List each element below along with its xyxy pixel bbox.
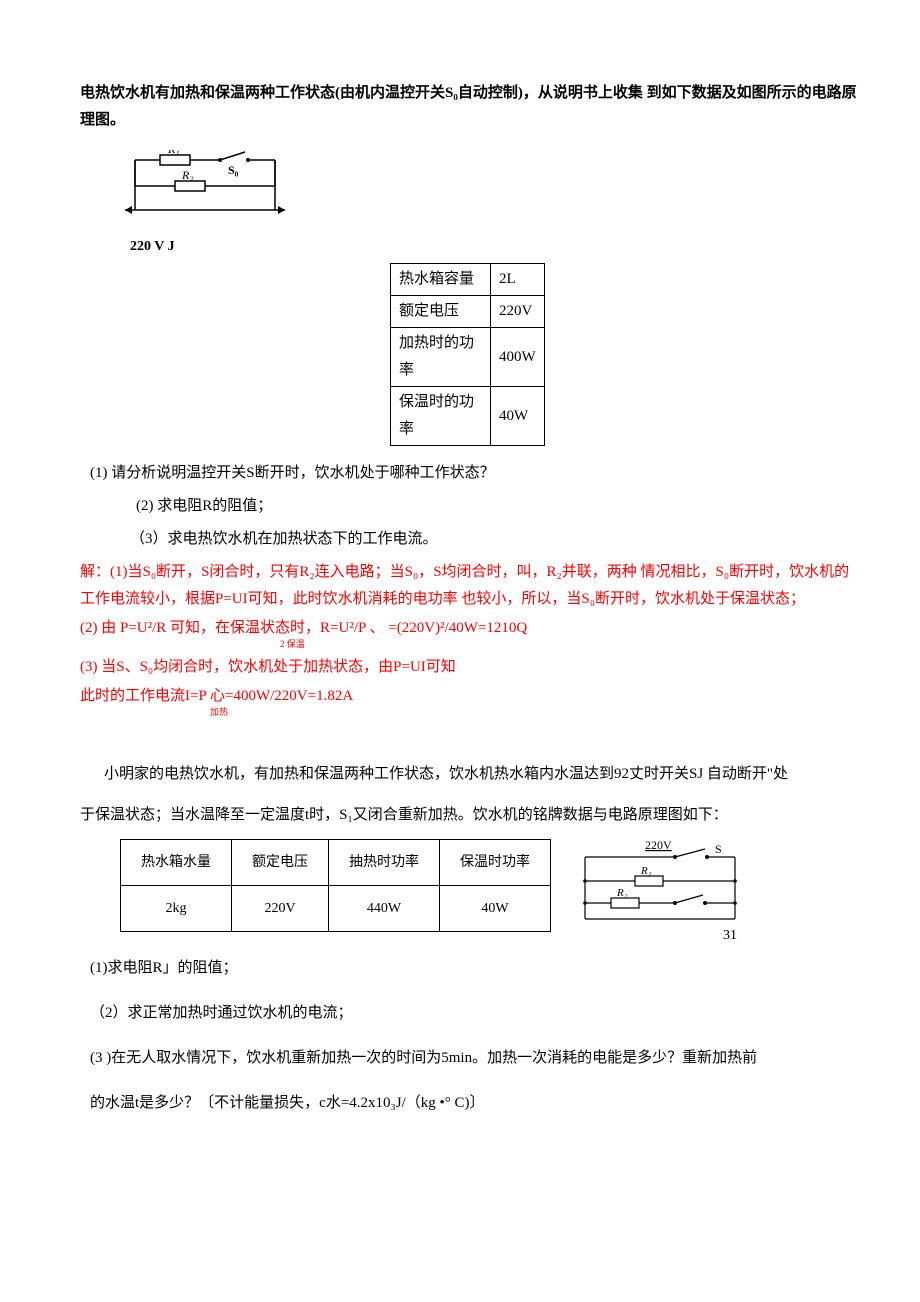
p2-intro2: 于保温状态；当水温降至一定温度t时，S₁又闭合重新加热。饮水机的铭牌数据与电路原… [80,802,860,829]
p2-q3b: 的水温t是多少？〔不计能量损失，c水=4.2x10₃J/（kg •° C)〕 [90,1090,860,1117]
circuit1-diagram: R₁ R₂ S₀ [120,150,290,220]
sol-s1: 解：(1)当S₀断开，S闭合时，只有R₂连入电路；当S₀，S均闭合时，叫，R₂并… [80,559,860,613]
p1-solution: 解：(1)当S₀断开，S闭合时，只有R₂连入电路；当S₀，S均闭合时，叫，R₂并… [80,559,860,720]
p2-q3a: (3 )在无人取水情况下，饮水机重新加热一次的时间为5min。加热一次消耗的电能… [90,1045,860,1072]
p1-q3: （3）求电热饮水机在加热状态下的工作电流。 [130,526,860,553]
svg-text:R₂: R₂ [616,887,628,899]
p2-q1: (1)求电阻R」的阻值； [90,955,860,982]
svg-text:R₂: R₂ [181,168,194,182]
p2-intro1: 小明家的电热饮水机，有加热和保温两种工作状态，饮水机热水箱内水温达到92丈时开关… [104,761,860,788]
svg-text:S₀: S₀ [228,163,239,177]
svg-text:R₁: R₁ [640,865,652,877]
sol-s3: (3) 当S、S₀均闭合时，饮水机处于加热状态，由P=UI可知 [80,654,860,681]
circuit2-diagram: 220V S R₁ R₂ [575,839,745,929]
circuit1-caption: 220 V J [130,234,860,259]
p1-q1: (1) 请分析说明温控开关S断开时，饮水机处于哪种工作状态？ [90,460,860,487]
spec-table-2: 热水箱水量 额定电压 抽热时功率 保温时功率 2kg 220V 440W 40W [120,839,551,932]
svg-text:R₁: R₁ [167,150,180,156]
circuit2-wrap: 220V S R₁ R₂ [575,839,745,939]
svg-text:S: S [715,842,722,856]
p1-q2: (2) 求电阻R的阻值； [136,493,860,520]
spec-table-1: 热水箱容量2L 额定电压220V 加热时的功率400W 保温时的功率40W [390,263,545,446]
svg-text:220V: 220V [645,839,672,852]
p1-intro: 电热饮水机有加热和保温两种工作状态(由机内温控开关S₀自动控制)，从说明书上收集… [80,80,860,134]
p2-q2: （2）求正常加热时通过饮水机的电流； [90,1000,860,1027]
circuit2-label: 31 [723,923,737,948]
